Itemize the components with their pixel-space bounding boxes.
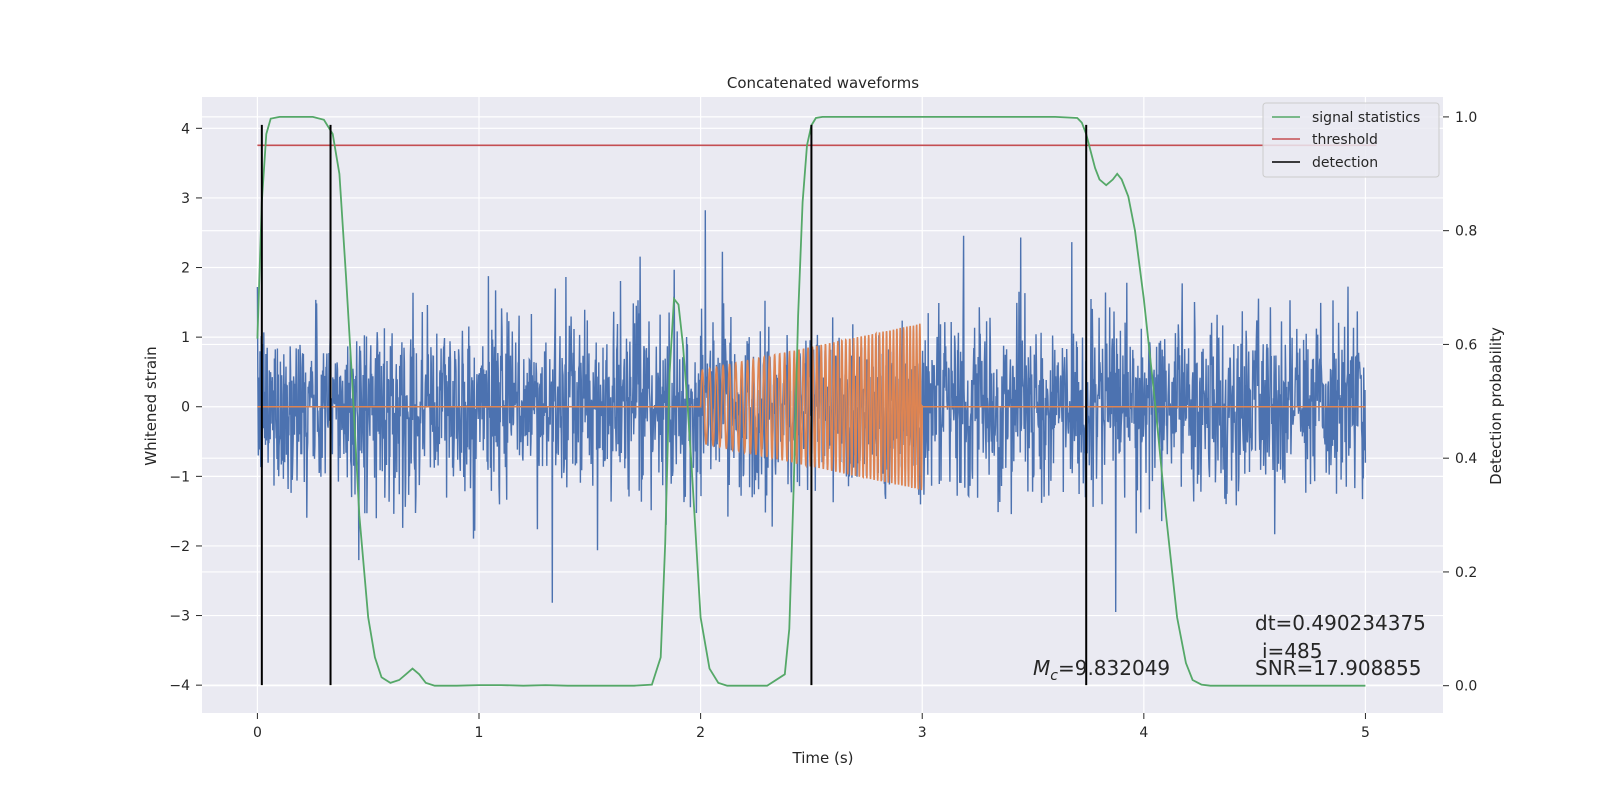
chart-title: Concatenated waveforms	[727, 74, 919, 92]
x-tick-label: 4	[1139, 725, 1148, 741]
y-axis-right-label: Detection probability	[1487, 327, 1505, 485]
y-tick-label: 1	[181, 330, 190, 346]
x-tick-label: 1	[475, 725, 484, 741]
y-right-tick-label: 0.2	[1455, 565, 1477, 581]
y-tick-label: 0	[181, 400, 190, 416]
legend-label-detection: detection	[1312, 155, 1378, 171]
plot-area	[256, 116, 1377, 687]
y-right-tick-label: 0.0	[1455, 679, 1477, 695]
legend: signal statistics threshold detection	[1262, 102, 1440, 178]
annotation-chirp-mass-value: =9.832049	[1058, 656, 1170, 680]
series-layer	[256, 116, 1377, 687]
y-right-tick-label: 0.4	[1455, 451, 1477, 467]
y-tick-label: −3	[169, 609, 190, 625]
x-axis-label: Time (s)	[792, 749, 854, 767]
annotation-index: i=485	[1262, 639, 1323, 663]
y-tick-label: −2	[169, 539, 190, 555]
legend-label-threshold: threshold	[1312, 132, 1378, 148]
y-right-tick-label: 0.6	[1455, 337, 1477, 353]
y-tick-label: 4	[181, 121, 190, 137]
y-tick-label: −1	[169, 469, 190, 485]
legend-label-signal-statistics: signal statistics	[1312, 110, 1420, 126]
right-axis-ticks: 0.0 0.2 0.4 0.6 0.8 1.0	[1443, 110, 1477, 695]
y-tick-label: −4	[169, 678, 190, 694]
annotation-dt: dt=0.490234375	[1255, 611, 1426, 635]
x-axis-ticks: 0 1 2 3 4 5	[253, 713, 1370, 741]
y-right-tick-label: 1.0	[1455, 110, 1477, 126]
y-tick-label: 2	[181, 261, 190, 277]
y-tick-label: 3	[181, 191, 190, 207]
legend-frame	[1262, 102, 1440, 178]
x-tick-label: 3	[918, 725, 927, 741]
annotation-chirp-mass: Mc=9.832049	[1033, 656, 1170, 684]
annotation-snr: SNR=17.908855	[1255, 656, 1421, 680]
left-axis-ticks: −4 −3 −2 −1 0 1 2 3 4	[169, 121, 202, 694]
annotation-chirp-mass-symbol: M	[1033, 656, 1050, 680]
annotation-chirp-mass-subscript: c	[1050, 668, 1058, 684]
signal-statistics-line	[256, 116, 1366, 687]
y-axis-label: Whitened strain	[142, 346, 160, 465]
y-right-tick-label: 0.8	[1455, 224, 1477, 240]
x-tick-label: 2	[696, 725, 705, 741]
x-tick-label: 0	[253, 725, 262, 741]
x-tick-label: 5	[1361, 725, 1370, 741]
